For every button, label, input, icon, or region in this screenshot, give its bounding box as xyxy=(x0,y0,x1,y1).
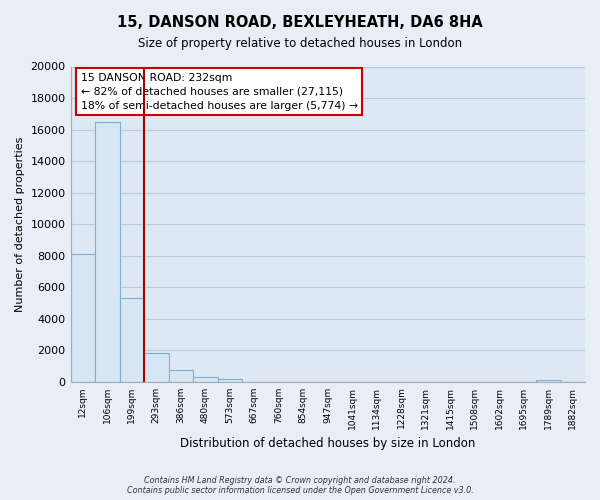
Text: Contains HM Land Registry data © Crown copyright and database right 2024.
Contai: Contains HM Land Registry data © Crown c… xyxy=(127,476,473,495)
Text: 15, DANSON ROAD, BEXLEYHEATH, DA6 8HA: 15, DANSON ROAD, BEXLEYHEATH, DA6 8HA xyxy=(117,15,483,30)
Bar xyxy=(144,352,169,382)
Bar xyxy=(71,254,95,382)
Bar xyxy=(218,378,242,382)
Text: 15 DANSON ROAD: 232sqm
← 82% of detached houses are smaller (27,115)
18% of semi: 15 DANSON ROAD: 232sqm ← 82% of detached… xyxy=(81,73,358,111)
Bar xyxy=(95,122,119,382)
Bar xyxy=(169,370,193,382)
Bar xyxy=(193,378,218,382)
Text: Size of property relative to detached houses in London: Size of property relative to detached ho… xyxy=(138,38,462,51)
Bar xyxy=(536,380,560,382)
Bar xyxy=(119,298,144,382)
X-axis label: Distribution of detached houses by size in London: Distribution of detached houses by size … xyxy=(180,437,475,450)
Y-axis label: Number of detached properties: Number of detached properties xyxy=(15,136,25,312)
